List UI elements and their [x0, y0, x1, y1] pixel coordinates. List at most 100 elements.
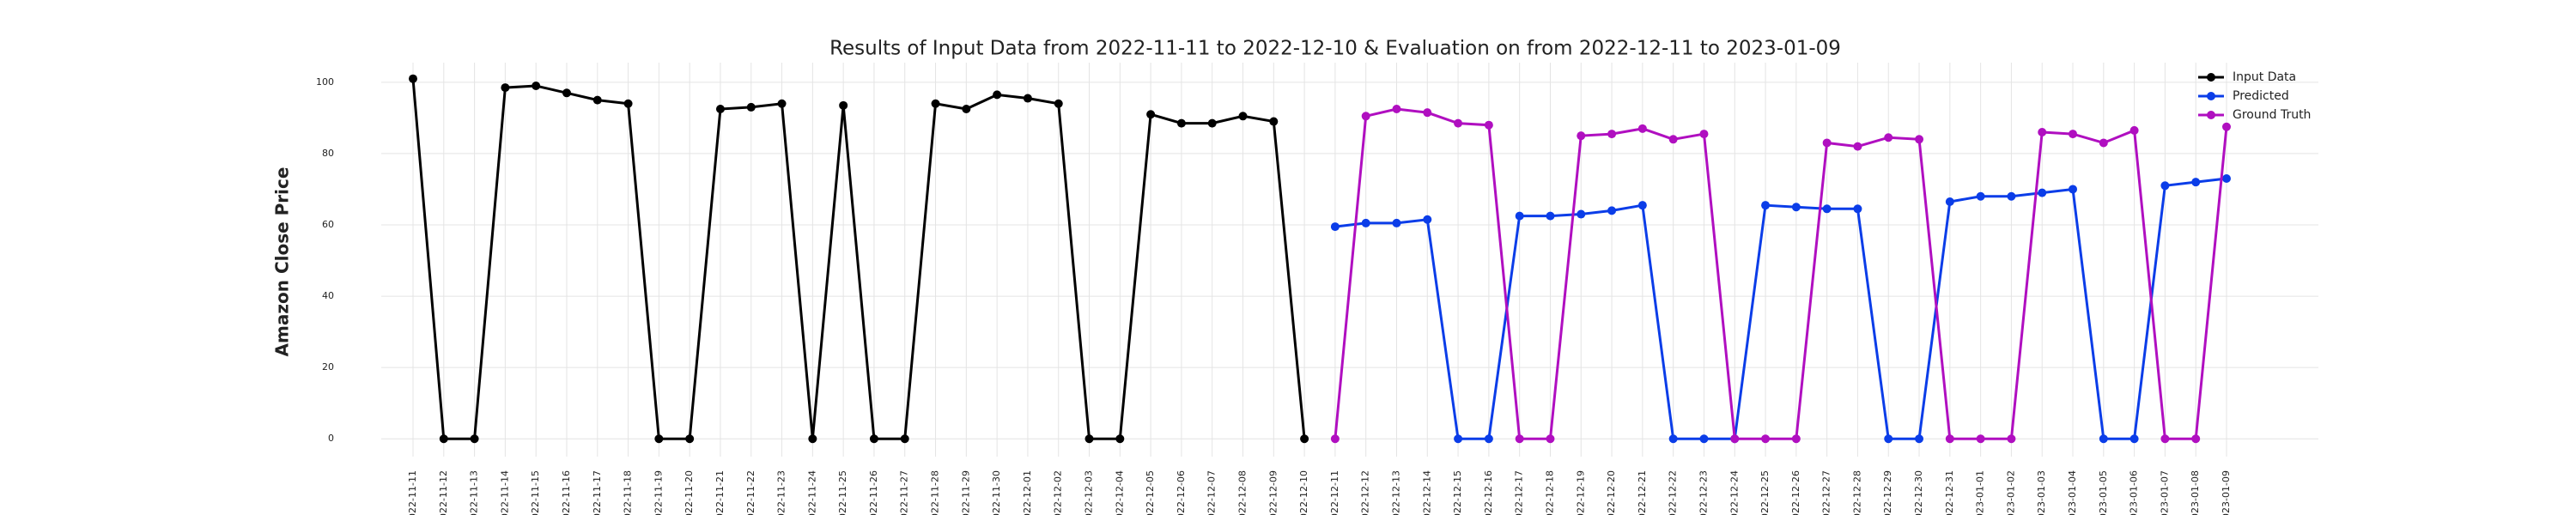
- legend-label: Input Data: [2233, 70, 2296, 84]
- data-point: [1515, 434, 1524, 444]
- data-point: [962, 105, 971, 113]
- x-tick-label: 2022-11-18: [623, 470, 634, 515]
- data-point: [1423, 215, 1432, 224]
- data-point: [931, 99, 940, 108]
- data-point: [1300, 434, 1309, 444]
- data-point: [1577, 131, 1586, 141]
- x-tick-label: 2022-11-22: [745, 470, 756, 515]
- data-point: [1945, 434, 1954, 444]
- x-tick-label: 2022-12-07: [1206, 470, 1218, 515]
- data-point: [839, 100, 848, 110]
- legend-marker: [2207, 92, 2215, 100]
- data-point: [1392, 218, 1401, 227]
- y-tick-label: 100: [316, 76, 334, 88]
- x-tick-label: 2022-11-11: [407, 470, 418, 515]
- data-point: [1668, 135, 1678, 144]
- x-tick-label: 2022-12-25: [1759, 470, 1771, 515]
- x-tick-label: 2022-12-31: [1944, 470, 1955, 515]
- data-point: [623, 99, 633, 108]
- data-point: [993, 90, 1002, 100]
- x-tick-label: 2022-11-17: [592, 470, 603, 515]
- x-tick-label: 2022-11-15: [530, 470, 541, 515]
- data-point: [2222, 122, 2231, 131]
- data-point: [1269, 117, 1279, 126]
- y-tick-label: 80: [322, 148, 334, 159]
- data-point: [1668, 434, 1678, 444]
- x-tick-label: 2022-11-20: [683, 470, 695, 515]
- y-tick-label: 60: [322, 219, 334, 230]
- x-tick-label: 2022-11-19: [653, 470, 664, 515]
- x-tick-label: 2023-01-07: [2159, 470, 2170, 515]
- legend-label: Ground Truth: [2233, 108, 2311, 122]
- data-point: [1822, 138, 1832, 148]
- x-tick-label: 2022-12-19: [1575, 470, 1586, 515]
- data-point: [1577, 209, 1586, 219]
- data-point: [1546, 211, 1555, 221]
- data-point: [1515, 211, 1524, 221]
- data-point: [1945, 197, 1954, 206]
- x-tick-label: 2022-12-06: [1176, 470, 1187, 515]
- legend-marker: [2207, 111, 2215, 119]
- data-point: [1484, 434, 1493, 444]
- data-point: [1330, 434, 1340, 444]
- x-tick-label: 2022-12-12: [1360, 470, 1371, 515]
- x-tick-label: 2022-12-18: [1544, 470, 1555, 515]
- x-tick-label: 2023-01-03: [2036, 470, 2047, 515]
- data-point: [1791, 203, 1801, 212]
- x-tick-label: 2022-12-26: [1790, 470, 1801, 515]
- data-point: [1699, 130, 1709, 139]
- data-point: [1791, 434, 1801, 444]
- x-tick-label: 2022-12-22: [1668, 470, 1679, 515]
- data-point: [1146, 110, 1156, 119]
- x-tick-label: 2022-11-21: [714, 470, 726, 515]
- x-tick-label: 2023-01-01: [1975, 470, 1986, 515]
- x-tick-label: 2022-12-01: [1022, 470, 1033, 515]
- data-point: [592, 95, 602, 105]
- x-tick-label: 2022-12-23: [1698, 470, 1709, 515]
- chart-title: Results of Input Data from 2022-11-11 to…: [829, 38, 1841, 60]
- data-point: [1761, 434, 1771, 444]
- x-tick-label: 2022-12-29: [1882, 470, 1893, 515]
- data-point: [1423, 108, 1432, 118]
- data-point: [808, 434, 817, 444]
- data-point: [1176, 118, 1186, 128]
- x-tick-label: 2022-12-09: [1267, 470, 1279, 515]
- x-tick-label: 2022-12-15: [1452, 470, 1463, 515]
- data-point: [1607, 130, 1617, 139]
- data-point: [1607, 206, 1617, 215]
- series-line: [1334, 177, 2227, 440]
- x-tick-label: 2022-12-11: [1329, 470, 1340, 515]
- data-point: [1730, 434, 1740, 444]
- legend-label: Predicted: [2233, 89, 2289, 103]
- data-point: [1361, 218, 1370, 227]
- x-tick-label: 2022-12-13: [1390, 470, 1401, 515]
- data-point: [2038, 128, 2047, 136]
- series-line: [1334, 107, 2228, 440]
- data-point: [1884, 434, 1893, 444]
- data-point: [1454, 118, 1463, 128]
- x-tick-label: 2022-12-24: [1728, 470, 1740, 515]
- data-point: [1330, 222, 1340, 232]
- y-axis-label: Amazon Close Price: [272, 167, 293, 357]
- x-tick-label: 2022-12-16: [1483, 470, 1494, 515]
- data-point: [654, 434, 664, 444]
- data-point: [2069, 185, 2078, 194]
- data-point: [1761, 201, 1771, 210]
- x-tick-label: 2022-12-10: [1298, 470, 1309, 515]
- x-tick-label: 2023-01-09: [2221, 470, 2232, 515]
- x-tick-label: 2022-11-23: [776, 470, 787, 515]
- data-point: [1915, 434, 1924, 444]
- data-point: [1822, 204, 1832, 214]
- series-line: [411, 78, 1306, 440]
- data-point: [2099, 434, 2108, 444]
- data-point: [439, 434, 448, 444]
- x-tick-label: 2022-11-13: [469, 470, 480, 515]
- data-point: [2099, 138, 2108, 148]
- data-point: [1454, 434, 1463, 444]
- data-point: [1238, 112, 1248, 121]
- data-point: [562, 88, 571, 98]
- data-point: [2129, 125, 2139, 135]
- legend: Input Data Predicted Ground Truth: [2198, 70, 2311, 122]
- x-tick-label: 2022-12-08: [1237, 470, 1249, 515]
